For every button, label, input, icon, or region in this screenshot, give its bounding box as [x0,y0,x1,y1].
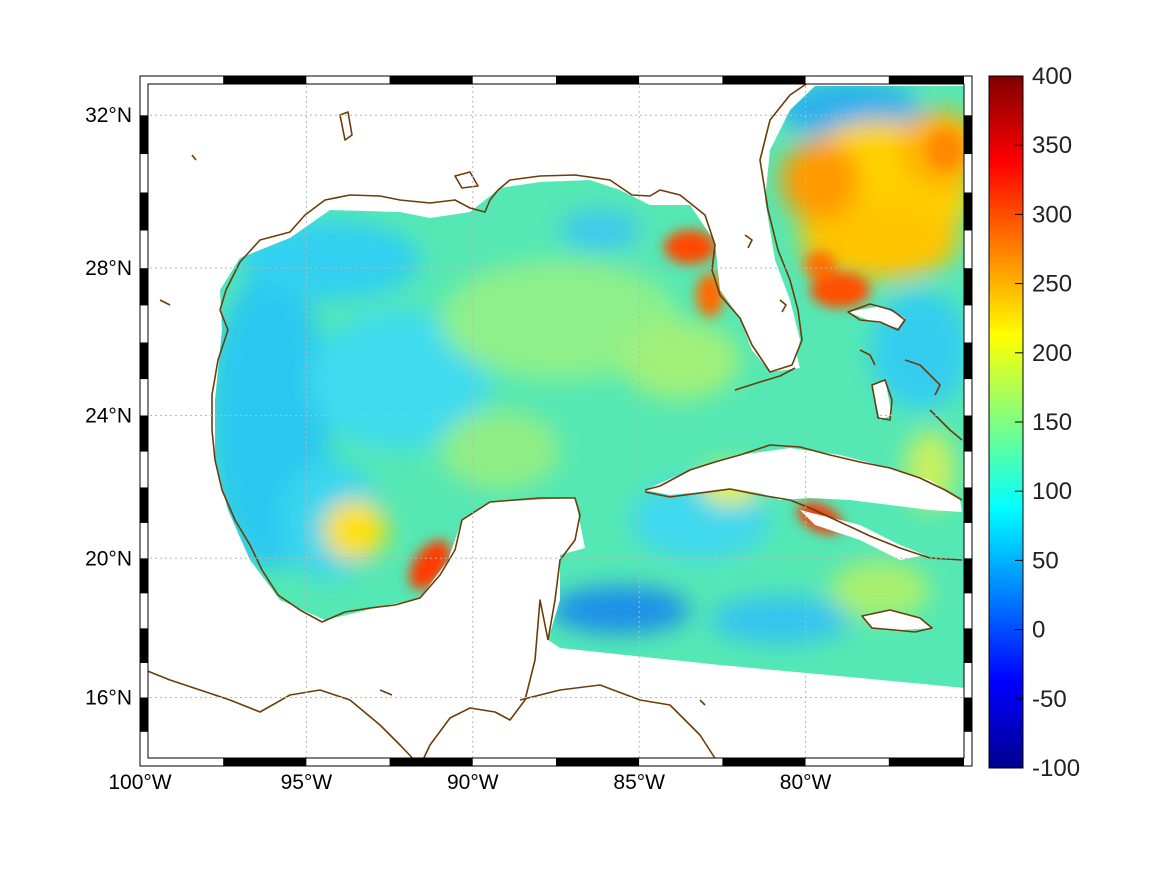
frame-segment-left [140,415,148,452]
map-frame [139,75,973,767]
frame-segment-right [964,593,972,629]
frame-segment-top [888,76,972,84]
frame-segment-right [964,628,972,663]
frame-segment-right [964,558,972,594]
frame-segment-top [306,76,390,84]
frame-segment-top [472,76,556,84]
colorbar-tick-label: 300 [1032,201,1072,228]
longitude-tick-label: 90°W [447,771,499,794]
frame-segment-left [140,379,148,416]
frame-segment-left [140,487,148,523]
colorbar: 400 350 300 250 200 150 100 50 0 -50 -100 [988,63,1080,782]
frame-segment-top [556,76,640,84]
frame-segment-bottom [639,758,723,766]
frame-segment-bottom [140,758,224,766]
colorbar-tick-label: 100 [1032,478,1072,505]
frame-segment-left [140,628,148,663]
graticule [140,76,972,766]
frame-segment-left [140,192,148,231]
frame-segment-right [964,230,972,269]
longitude-tick-label: 95°W [281,771,333,794]
frame-segment-left [140,230,148,269]
frame-segment-bottom [888,758,972,766]
frame-segment-top [389,76,473,84]
frame-segment-bottom [306,758,390,766]
longitude-tick-label: 100°W [108,771,171,794]
land-mask [645,86,962,630]
frame-outer-border [139,75,973,767]
frame-segment-right [964,76,972,116]
frame-segment-right [964,115,972,155]
frame-segment-left [140,305,148,343]
frame-segment-right [964,451,972,488]
colorbar-ticks: 400 350 300 250 200 150 100 50 0 -50 -100 [1015,63,1080,782]
frame-segment-bottom [223,758,307,766]
frame-segment-right [964,192,972,231]
frame-segment-bottom [722,758,806,766]
frame-segment-left [140,593,148,629]
frame-segment-right [964,379,972,416]
latitude-tick-label: 20°N [85,547,132,570]
frame-segment-left [140,154,148,193]
frame-segment-bottom [556,758,640,766]
frame-segment-right [964,342,972,380]
frame-segment-left [140,731,148,766]
frame-segment-right [964,662,972,698]
colorbar-tick-label: 250 [1032,271,1072,298]
frame-segment-right [964,268,972,306]
frame-segment-left [140,451,148,488]
latitude-tick-label: 32°N [85,104,132,127]
frame-segment-right [964,154,972,193]
frame-segment-right [964,697,972,732]
latitude-tick-label: 16°N [85,686,132,709]
frame-segment-left [140,342,148,380]
latitude-labels: 16°N 20°N 24°N 28°N 32°N [85,104,132,709]
colorbar-tick-label: 400 [1032,63,1072,90]
frame-segment-left [140,558,148,594]
latitude-tick-label: 28°N [85,257,132,280]
frame-segment-top [140,76,224,84]
frame-segment-right [964,415,972,452]
frame-segment-left [140,697,148,732]
colorbar-tick-label: 50 [1032,547,1059,574]
frame-segment-left [140,268,148,306]
longitude-labels: 100°W 95°W 90°W 85°W 80°W [108,771,831,794]
frame-segment-bottom [472,758,556,766]
frame-segment-left [140,522,148,559]
frame-inner-border [147,83,965,759]
frame-segment-right [964,731,972,766]
latitude-tick-label: 24°N [85,404,132,427]
frame-segment-bottom [805,758,889,766]
frame-segment-left [140,76,148,116]
colorbar-tick-label: 200 [1032,340,1072,367]
longitude-tick-label: 80°W [780,771,832,794]
frame-segment-left [140,662,148,698]
frame-segment-top [722,76,806,84]
frame-segment-right [964,487,972,523]
frame-segment-top [805,76,889,84]
longitude-tick-label: 85°W [613,771,665,794]
frame-segment-left [140,115,148,155]
coastlines [139,77,963,767]
frame-segment-top [223,76,307,84]
frame-segment-top [639,76,723,84]
colorbar-tick-label: 350 [1032,132,1072,159]
colorbar-tick-label: -100 [1032,755,1080,782]
colorbar-tick-label: 0 [1032,617,1045,644]
colorbar-tick-label: -50 [1032,686,1067,713]
frame-segment-right [964,522,972,559]
frame-segment-bottom [389,758,473,766]
colorbar-tick-label: 150 [1032,409,1072,436]
frame-segment-right [964,305,972,343]
